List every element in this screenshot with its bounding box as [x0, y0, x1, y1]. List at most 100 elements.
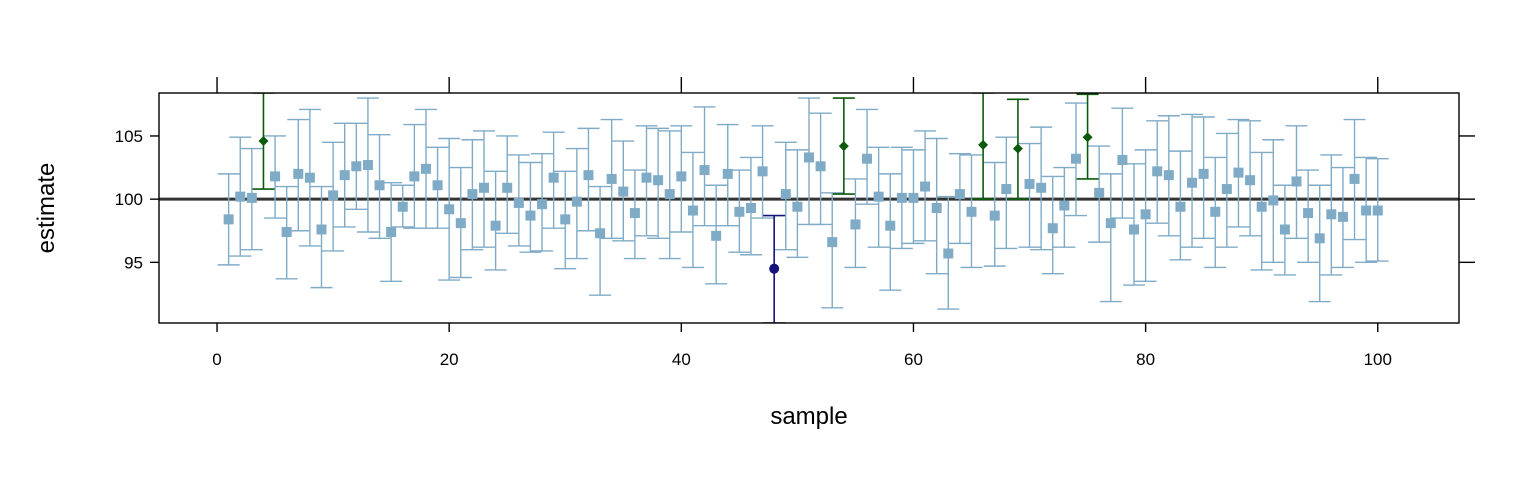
point-high	[838, 141, 849, 152]
point-normal	[873, 191, 884, 202]
point-normal	[386, 227, 397, 238]
point-normal	[293, 168, 304, 179]
point-normal	[1210, 206, 1221, 217]
point-normal	[571, 196, 582, 207]
error-bar-normal	[589, 185, 612, 296]
point-normal	[444, 204, 455, 215]
point-normal	[1361, 205, 1372, 216]
point-normal	[1047, 223, 1058, 234]
point-high	[1082, 132, 1093, 143]
point-normal	[1314, 233, 1325, 244]
point-normal	[1279, 224, 1290, 235]
point-normal	[1070, 153, 1081, 164]
x-axis-title: sample	[770, 403, 847, 430]
point-normal	[339, 170, 350, 181]
x-tick-label: 60	[904, 350, 923, 369]
point-normal	[896, 192, 907, 203]
point-normal	[954, 189, 965, 200]
point-normal	[943, 248, 954, 259]
point-normal	[653, 175, 664, 186]
y-tick-label: 105	[115, 127, 143, 146]
y-tick-label: 100	[115, 190, 143, 209]
point-normal	[560, 214, 571, 225]
point-normal	[374, 180, 385, 191]
point-normal	[223, 214, 234, 225]
plot-frame	[158, 92, 1460, 324]
point-normal	[1094, 187, 1105, 198]
point-normal	[595, 228, 606, 239]
point-normal	[1326, 209, 1337, 220]
point-normal	[583, 170, 594, 181]
point-normal	[1175, 201, 1186, 212]
x-tick-label: 80	[1136, 350, 1155, 369]
point-normal	[618, 186, 629, 197]
point-normal	[328, 190, 339, 201]
point-normal	[792, 201, 803, 212]
axis-ticks: 0 20 40 60 80 100 95 100 105	[115, 77, 1475, 369]
y-tick-label: 95	[124, 253, 143, 272]
point-normal	[1140, 209, 1151, 220]
x-tick-label: 100	[1364, 350, 1392, 369]
point-normal	[734, 206, 745, 217]
point-normal	[1221, 184, 1232, 195]
point-normal	[827, 237, 838, 248]
point-normal	[455, 218, 466, 229]
point-normal	[1268, 195, 1279, 206]
x-tick-label: 20	[440, 350, 459, 369]
point-normal	[722, 168, 733, 179]
error-bar-normal	[1123, 163, 1145, 286]
point-high	[1012, 143, 1023, 154]
point-normal	[885, 220, 896, 231]
point-low	[769, 263, 780, 274]
point-normal	[1163, 170, 1174, 181]
point-normal	[862, 153, 873, 164]
point-normal	[548, 172, 559, 183]
point-normal	[908, 192, 919, 203]
point-normal	[711, 230, 722, 241]
x-tick-label: 40	[672, 350, 691, 369]
point-normal	[1024, 178, 1035, 189]
point-normal	[479, 182, 489, 193]
point-normal	[641, 172, 652, 183]
error-bar-normal	[879, 173, 902, 291]
point-normal	[931, 203, 942, 213]
point-normal	[525, 210, 536, 221]
point-normal	[815, 161, 826, 172]
point-normal	[1245, 175, 1256, 186]
points-layer	[223, 132, 1383, 274]
point-normal	[362, 160, 373, 171]
point-normal	[699, 165, 710, 176]
error-bar-normal	[1099, 173, 1122, 303]
point-normal	[1129, 224, 1139, 235]
point-normal	[1187, 177, 1198, 188]
point-normal	[1198, 168, 1209, 179]
error-bar-normal	[1308, 184, 1331, 303]
point-normal	[467, 189, 478, 200]
point-normal	[351, 161, 362, 172]
point-normal	[920, 181, 931, 192]
point-normal	[1303, 208, 1314, 219]
point-normal	[1372, 205, 1383, 216]
point-normal	[629, 208, 640, 219]
point-normal	[745, 203, 756, 213]
point-normal	[1105, 218, 1116, 229]
point-normal	[513, 197, 524, 208]
point-normal	[246, 192, 257, 203]
error-bar-normal	[310, 185, 333, 289]
point-normal	[281, 227, 292, 238]
point-normal	[304, 172, 315, 183]
point-normal	[1337, 211, 1348, 222]
point-normal	[966, 206, 977, 217]
point-normal	[490, 220, 501, 231]
point-normal	[1152, 166, 1163, 177]
error-bar-normal	[484, 170, 507, 271]
point-normal	[676, 171, 687, 182]
point-normal	[606, 173, 617, 184]
point-normal	[235, 191, 246, 202]
point-normal	[432, 180, 443, 191]
point-normal	[989, 210, 1000, 221]
point-normal	[1059, 200, 1070, 211]
point-normal	[1117, 154, 1128, 165]
point-normal	[420, 163, 431, 174]
